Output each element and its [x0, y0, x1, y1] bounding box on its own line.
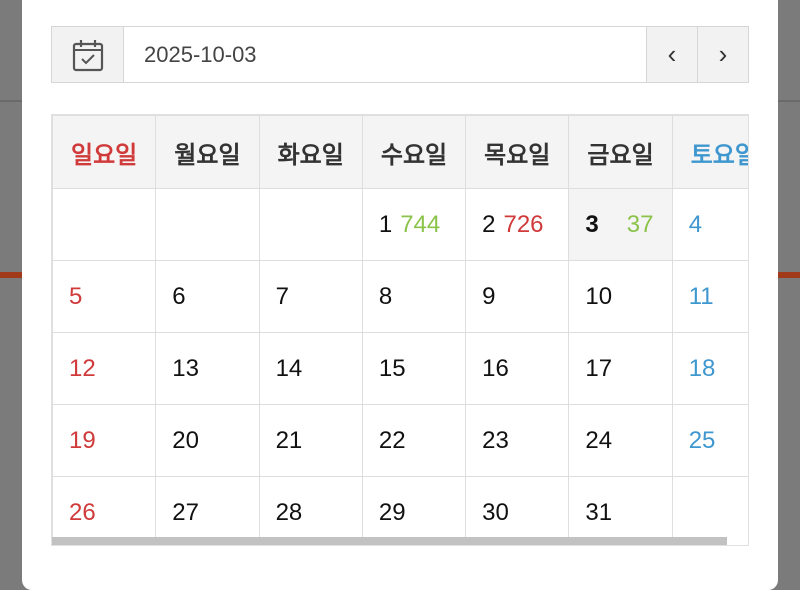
- empty-cell: [258, 188, 363, 261]
- day-number: 19: [69, 426, 96, 454]
- day-number: 20: [172, 426, 199, 454]
- day-count: 726: [503, 210, 544, 238]
- weekday-header: 일요일: [52, 115, 157, 189]
- calendar-day-cell[interactable]: 20: [155, 404, 260, 477]
- calendar-day-cell[interactable]: 23: [465, 404, 570, 477]
- calendar-day-cell[interactable]: 27: [155, 476, 260, 545]
- day-number: 12: [69, 354, 96, 382]
- day-count: 37: [626, 210, 654, 238]
- calendar-day-cell[interactable]: 31: [568, 476, 673, 545]
- calendar-day-cell[interactable]: 13: [155, 332, 260, 405]
- next-month-button[interactable]: ›: [697, 27, 748, 82]
- calendar-button[interactable]: [52, 27, 124, 82]
- day-number: 14: [275, 354, 303, 382]
- calendar-week-row: 19 20 21 22 23 24 25: [52, 404, 748, 477]
- weekday-header: 토요일: [671, 115, 748, 189]
- calendar-grid: 일요일월요일화요일수요일목요일금요일토요일 174427263374567891…: [51, 114, 749, 546]
- day-number: 10: [585, 282, 613, 310]
- day-number: 2: [482, 210, 496, 238]
- calendar-day-cell[interactable]: 28: [258, 476, 363, 545]
- day-number: 21: [275, 426, 303, 454]
- prev-month-button[interactable]: ‹: [646, 27, 697, 82]
- day-number: 16: [482, 354, 509, 382]
- day-number: 11: [688, 282, 714, 310]
- day-number: 23: [482, 426, 509, 454]
- calendar-week-row: 1 744 2 726 3 37 4: [52, 188, 748, 261]
- weekday-header: 수요일: [361, 115, 467, 189]
- day-count: 744: [400, 210, 441, 238]
- day-number: 17: [585, 354, 613, 382]
- calendar-day-cell[interactable]: 21: [258, 404, 363, 477]
- calendar-day-cell[interactable]: 29: [361, 476, 467, 545]
- calendar-day-cell[interactable]: 25: [671, 404, 748, 477]
- calendar-day-cell[interactable]: 19: [52, 404, 157, 477]
- calendar-day-cell[interactable]: 1 744: [361, 188, 467, 261]
- calendar-week-row: 12 13 14 15 16 17 18: [52, 332, 748, 405]
- day-number: 27: [172, 498, 199, 526]
- calendar-day-cell[interactable]: 7: [258, 260, 363, 333]
- calendar-day-cell[interactable]: 17: [568, 332, 673, 405]
- calendar-day-cell[interactable]: 30: [465, 476, 570, 545]
- day-number: 5: [69, 282, 83, 310]
- calendar-day-cell[interactable]: 26: [52, 476, 157, 545]
- day-number: 29: [378, 498, 406, 526]
- day-number: 7: [275, 282, 289, 310]
- calendar-day-cell[interactable]: 5: [52, 260, 157, 333]
- day-number: 9: [482, 282, 496, 310]
- day-number: 8: [378, 282, 393, 310]
- calendar-day-cell[interactable]: 12: [52, 332, 157, 405]
- calendar-week-row: 5 6 7 8 9 10 11: [52, 260, 748, 333]
- day-number: 4: [688, 210, 703, 238]
- day-number: 30: [482, 498, 509, 526]
- weekday-header: 월요일: [155, 115, 260, 189]
- calendar-day-cell[interactable]: 15: [361, 332, 467, 405]
- empty-cell: [52, 188, 157, 261]
- weekday-header: 금요일: [568, 115, 673, 189]
- day-number: 26: [69, 498, 96, 526]
- calendar-day-cell[interactable]: 18: [671, 332, 748, 405]
- calendar-day-cell[interactable]: 9: [465, 260, 570, 333]
- chevron-right-icon: ›: [718, 39, 728, 69]
- calendar-day-cell[interactable]: 24: [568, 404, 673, 477]
- date-input[interactable]: [124, 27, 646, 82]
- day-number: 31: [585, 498, 613, 526]
- day-number: 25: [688, 426, 716, 454]
- calendar-day-cell[interactable]: 11: [671, 260, 748, 333]
- calendar-day-cell[interactable]: 3 37: [568, 188, 673, 261]
- day-number: 13: [172, 354, 199, 382]
- day-number: 28: [275, 498, 303, 526]
- chevron-left-icon: ‹: [667, 39, 677, 69]
- empty-cell: [155, 188, 260, 261]
- calendar-week-row: 26 27 28 29 30 31: [52, 476, 748, 545]
- day-number: 1: [378, 210, 393, 238]
- day-number: 15: [378, 354, 406, 382]
- calendar-day-cell[interactable]: 6: [155, 260, 260, 333]
- day-number: 6: [172, 282, 186, 310]
- weekday-header: 화요일: [258, 115, 363, 189]
- calendar-day-cell[interactable]: 4: [671, 188, 748, 261]
- date-bar: ‹ ›: [51, 26, 749, 83]
- empty-cell: [671, 476, 748, 545]
- calendar-day-cell[interactable]: 8: [361, 260, 467, 333]
- calendar-day-cell[interactable]: 22: [361, 404, 467, 477]
- day-number: 3: [585, 210, 599, 238]
- day-number: 22: [378, 426, 406, 454]
- calendar-day-cell[interactable]: 2 726: [465, 188, 570, 261]
- calendar-day-cell[interactable]: 14: [258, 332, 363, 405]
- calendar-day-cell[interactable]: 10: [568, 260, 673, 333]
- weekday-header: 목요일: [465, 115, 570, 189]
- horizontal-scrollbar[interactable]: [52, 537, 727, 545]
- calendar-check-icon: [72, 39, 103, 71]
- day-number: 18: [688, 354, 716, 382]
- day-number: 24: [585, 426, 613, 454]
- calendar-day-cell[interactable]: 16: [465, 332, 570, 405]
